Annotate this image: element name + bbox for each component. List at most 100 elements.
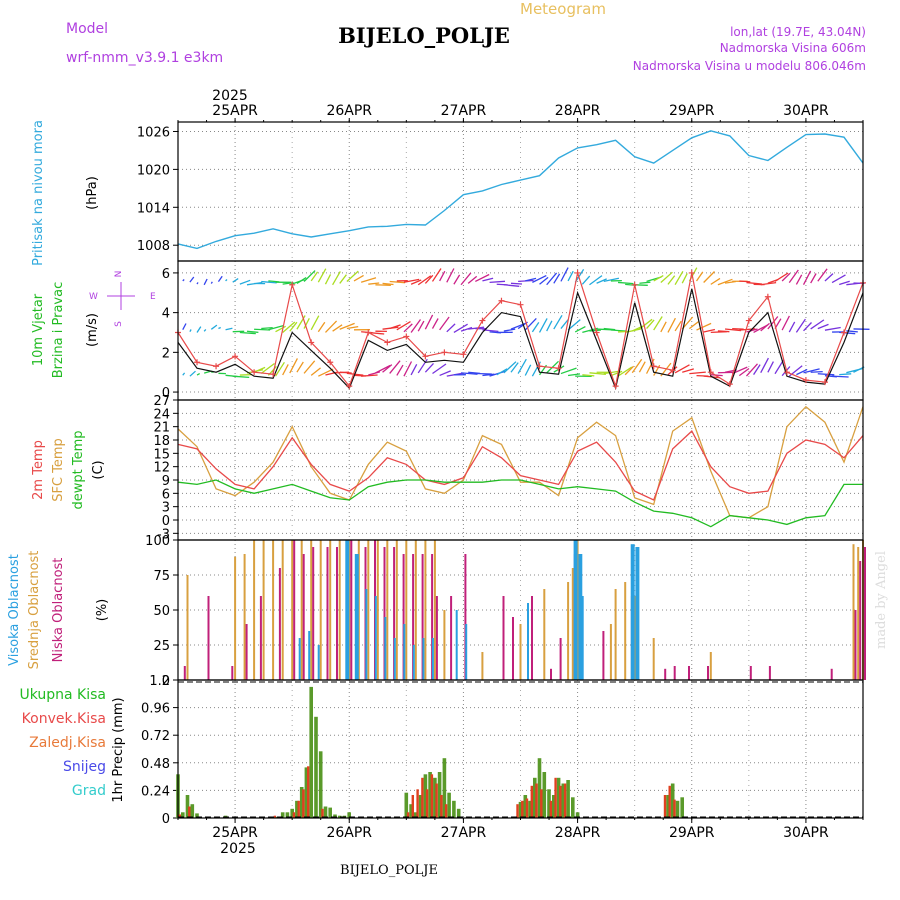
cloud-low-bar — [183, 666, 186, 680]
cloud-mid-bar — [652, 638, 655, 680]
location-altitude: Nadmorska Visina 606m — [720, 41, 866, 55]
bottom-day-label: 26APR — [326, 825, 372, 841]
wind-arrow — [310, 315, 320, 331]
wind-gust-marker — [745, 317, 752, 324]
bottom-day-label: 25APR — [212, 825, 258, 841]
precip-conv-bar — [540, 789, 543, 819]
wind-arrow — [531, 322, 540, 333]
wind-arrow — [617, 366, 633, 377]
wind-arrow — [239, 331, 256, 335]
wind-gust-marker — [460, 351, 467, 358]
wind-arrow — [439, 316, 450, 331]
top-day-label: 29APR — [669, 103, 715, 119]
wind-arrow — [268, 324, 284, 331]
top-day-label: 25APR — [212, 103, 258, 119]
precip-conv-bar — [521, 800, 524, 819]
cloud-low-bar — [664, 668, 667, 680]
cloud-high-bar — [527, 603, 529, 680]
cloud-low-bar — [688, 666, 690, 680]
wind-arrow — [746, 281, 762, 285]
precip-total-bar — [423, 774, 428, 818]
wind-gust-marker — [593, 329, 600, 336]
wind-arrow — [538, 318, 548, 333]
precip-conv-bar — [297, 800, 300, 819]
wind-arrow — [703, 271, 715, 283]
wind-arrow — [810, 370, 823, 373]
precip-total-bar — [404, 792, 409, 818]
wind-gust-marker — [289, 281, 296, 288]
wind-arrow — [639, 281, 651, 284]
wind-arrow — [439, 370, 451, 377]
cloud-low-bar — [402, 554, 405, 680]
precip-total-bar — [347, 812, 351, 819]
wind-arrow — [196, 326, 202, 333]
wind-arrow — [553, 273, 561, 284]
precip-total-bar — [337, 815, 342, 818]
wind-arrow — [410, 319, 422, 333]
wind-arrow — [482, 277, 494, 282]
wind-arrow — [831, 274, 846, 284]
cloud-high-bar — [465, 624, 468, 680]
cloud-mid-bar — [405, 540, 408, 680]
wind-arrow — [788, 321, 796, 333]
precip-conv-bar — [425, 789, 429, 819]
wind-arrow — [503, 361, 517, 374]
precip-total-bar — [575, 812, 580, 819]
wind-arrow — [660, 271, 673, 283]
wind-arrow — [503, 328, 516, 332]
wind-arrow — [346, 325, 359, 330]
cloud-mid-bar — [300, 540, 303, 680]
precip-total-bar — [533, 777, 537, 819]
cloud-mid-bar — [709, 652, 712, 680]
wind-arrow — [360, 277, 377, 283]
pressure-ytick-label: 1008 — [137, 239, 170, 254]
wind-arrow — [389, 324, 401, 330]
wind-arrow — [539, 276, 549, 285]
wind-arrow — [225, 279, 228, 282]
wind-gust-marker — [441, 349, 448, 356]
precip-total-bar — [285, 812, 290, 819]
wind-arrow — [496, 368, 508, 376]
wind-arrow — [189, 370, 196, 377]
wind-arrow — [318, 368, 334, 377]
temp-ylabel-2: SFC Temp — [51, 438, 66, 502]
precip-conv-bar — [440, 795, 443, 818]
cloud-low-bar — [830, 668, 833, 680]
precip-total-bar — [323, 806, 328, 818]
cloud-low-bar — [854, 610, 857, 680]
precip-total-bar — [437, 772, 442, 818]
cloud-mid-bar — [609, 624, 612, 680]
precip-total-bar — [666, 795, 670, 818]
wind-compass: N W E S — [89, 271, 156, 327]
precip-conv-bar — [406, 812, 410, 819]
pressure-ytick-label: 1020 — [137, 163, 170, 178]
precip-conv-bar — [549, 800, 552, 819]
wind-arrow — [795, 318, 806, 333]
precip-conv-bar — [302, 789, 305, 819]
wind-arrow — [603, 277, 620, 282]
precip-conv-bar — [178, 814, 181, 818]
cloud-mid-bar — [614, 589, 617, 680]
wind-arrow — [339, 371, 352, 374]
cloud-mid-bar — [319, 540, 322, 680]
location-model-altitude: Nadmorska Visina u modelu 806.046m — [633, 59, 866, 73]
wind-arrow — [210, 281, 213, 284]
wind-arrow — [368, 282, 380, 285]
cloud-low-bar — [383, 547, 386, 680]
wind-gust-marker — [517, 301, 524, 308]
wind-arrow — [439, 270, 446, 282]
temperature-ytick-label: 6 — [162, 487, 170, 502]
wind-arrow — [610, 329, 627, 332]
pressure-ytick-label: 1014 — [137, 201, 170, 216]
wind-arrow — [246, 330, 259, 334]
precip-conv-bar — [411, 795, 414, 818]
wind-arrow — [546, 320, 553, 332]
wind-arrow — [567, 270, 574, 282]
chart-subtitle: Meteogram — [520, 0, 606, 18]
precip-total-bar — [328, 807, 332, 818]
wind-arrow — [260, 362, 275, 374]
wind-arrow — [560, 267, 569, 282]
wind-arrow — [296, 277, 307, 285]
wind-arrow — [795, 274, 803, 285]
precip-total-bar — [333, 814, 337, 818]
